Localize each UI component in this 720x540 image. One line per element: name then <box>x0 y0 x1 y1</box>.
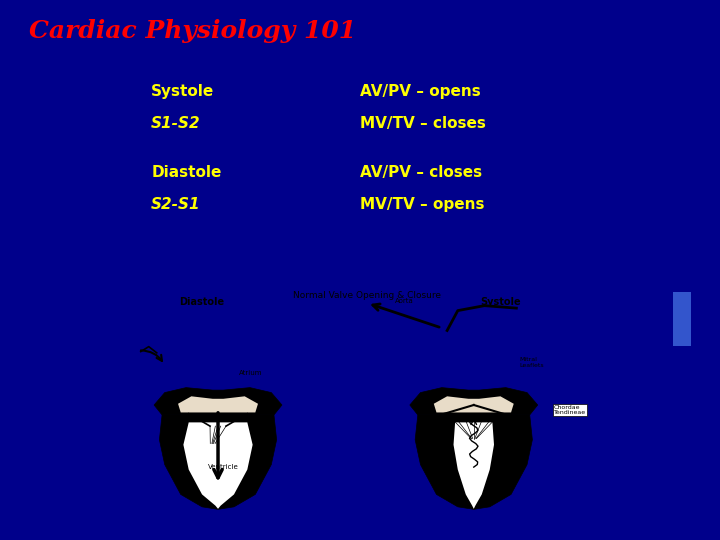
Text: MV/TV – closes: MV/TV – closes <box>360 116 486 131</box>
Text: AV/PV – closes: AV/PV – closes <box>360 165 482 180</box>
Text: Systole: Systole <box>480 297 521 307</box>
Polygon shape <box>410 388 538 415</box>
Polygon shape <box>178 396 258 413</box>
Text: Chordae
Tendineae: Chordae Tendineae <box>554 404 586 415</box>
Text: Mitral
Leaflets: Mitral Leaflets <box>519 357 544 368</box>
Text: S1-S2: S1-S2 <box>151 116 201 131</box>
Text: Aorta: Aorta <box>395 298 414 304</box>
Polygon shape <box>159 415 276 509</box>
Text: Diastole: Diastole <box>179 297 225 307</box>
FancyBboxPatch shape <box>673 292 691 346</box>
Text: Diastole: Diastole <box>151 165 222 180</box>
Polygon shape <box>415 415 532 509</box>
Text: Cardiac Physiology 101: Cardiac Physiology 101 <box>29 19 356 43</box>
Polygon shape <box>454 422 494 509</box>
Text: Normal Valve Opening & Closure: Normal Valve Opening & Closure <box>293 291 441 300</box>
Text: Systole: Systole <box>151 84 215 99</box>
Text: MV/TV – opens: MV/TV – opens <box>360 197 485 212</box>
Polygon shape <box>184 422 253 509</box>
Polygon shape <box>154 388 282 415</box>
Text: AV/PV – opens: AV/PV – opens <box>360 84 481 99</box>
Polygon shape <box>433 396 514 413</box>
Text: Atrium: Atrium <box>239 370 263 376</box>
Text: Ventricle: Ventricle <box>208 464 239 470</box>
Text: S2-S1: S2-S1 <box>151 197 201 212</box>
